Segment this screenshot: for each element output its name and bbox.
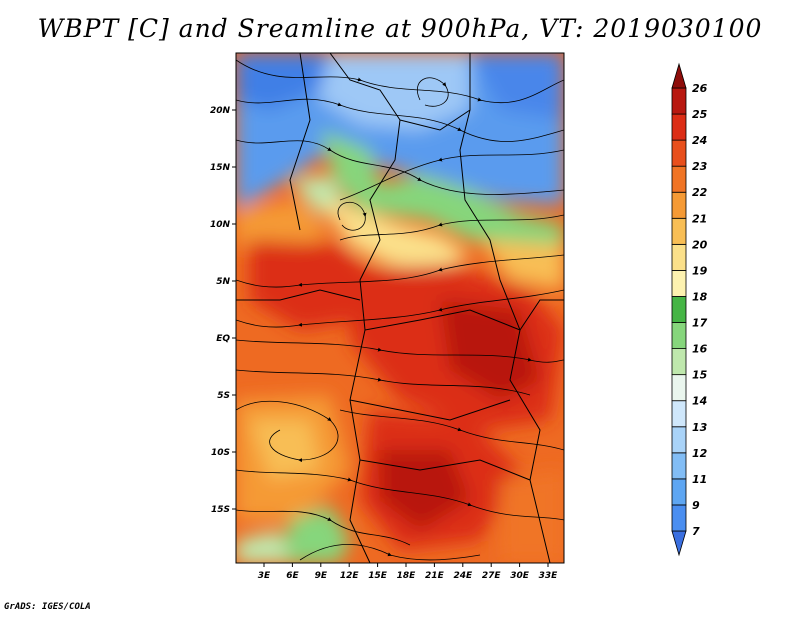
lat-tick-label: 5N [216,277,230,287]
colorbar-label: 23 [692,160,708,173]
streamlines [236,59,564,561]
colorbar-label: 15 [692,369,708,382]
colorbar-swatch [671,87,687,115]
colorbar-label: 11 [692,473,707,486]
colorbar-label: 24 [692,134,707,147]
colorbar-swatch [671,217,687,245]
colorbar-label: 20 [692,238,708,251]
colorbar-label: 18 [692,290,708,303]
colorbar-label: 16 [692,343,708,356]
lat-tick-label: 15N [210,163,231,173]
colorbar-swatch [671,426,687,454]
colorbar-swatch [671,504,687,532]
colorbar-label: 25 [692,108,708,121]
colorbar-swatch [671,452,687,480]
colorbar-label: 7 [692,525,700,538]
colorbar: 7 9 11 12 13 14 15 16 17 18 19 20 21 22 23 24 25 26 [671,62,708,557]
lon-tick-label: 3E [258,571,271,581]
colorbar-swatch [671,322,687,349]
colorbar-swatch [671,270,687,297]
country-borders [236,53,564,563]
lat-tick-label: 5S [217,391,230,401]
latitude-axis: 20N 15N 10N 5N EQ 5S 10S 15S [210,106,236,515]
lon-tick-label: 9E [315,571,328,581]
lat-tick-label: 10S [211,448,230,458]
colorbar-swatch [671,113,687,141]
lon-tick-label: 15E [368,571,388,581]
colorbar-swatch [671,243,687,271]
colorbar-label: 13 [692,421,708,434]
colorbar-swatch [671,191,687,219]
lon-tick-label: 33E [539,571,559,581]
colorbar-swatch [671,478,687,506]
colorbar-swatch [671,374,687,402]
lat-tick-label: EQ [216,334,230,344]
lon-tick-label: 21E [425,571,445,581]
colorbar-label: 19 [692,264,708,277]
colorbar-high-arrow [671,62,687,89]
lat-tick-label: 10N [210,220,231,230]
colorbar-swatch [671,400,687,428]
colorbar-swatch [671,139,687,167]
colorbar-label: 21 [692,212,707,225]
map-frame [235,52,565,564]
lon-tick-label: 12E [340,571,360,581]
colorbar-swatch [671,348,687,376]
chart-title: WBPT [C] and Sreamline at 900hPa, VT: 20… [37,14,763,43]
lon-tick-label: 6E [286,571,299,581]
colorbar-label: 14 [692,395,707,408]
colorbar-label: 12 [692,447,708,460]
lon-tick-label: 27E [482,571,502,581]
lon-tick-label: 30E [510,571,530,581]
lat-tick-label: 15S [211,505,230,515]
colorbar-label: 22 [692,186,708,199]
colorbar-swatch [671,296,687,323]
grads-credit: GrADS: IGES/COLA [4,602,91,612]
colorbar-label: 26 [692,82,708,95]
colorbar-label: 9 [692,499,700,512]
lon-tick-label: 24E [453,571,473,581]
lon-tick-label: 18E [397,571,417,581]
colorbar-label: 17 [692,317,708,330]
colorbar-swatch [671,165,687,193]
lat-tick-label: 20N [210,106,231,116]
longitude-axis: 3E 6E 9E 12E 15E 18E 21E 24E 27E 30E 33E [258,563,558,581]
map-field [236,53,564,563]
colorbar-low-arrow [671,530,687,557]
